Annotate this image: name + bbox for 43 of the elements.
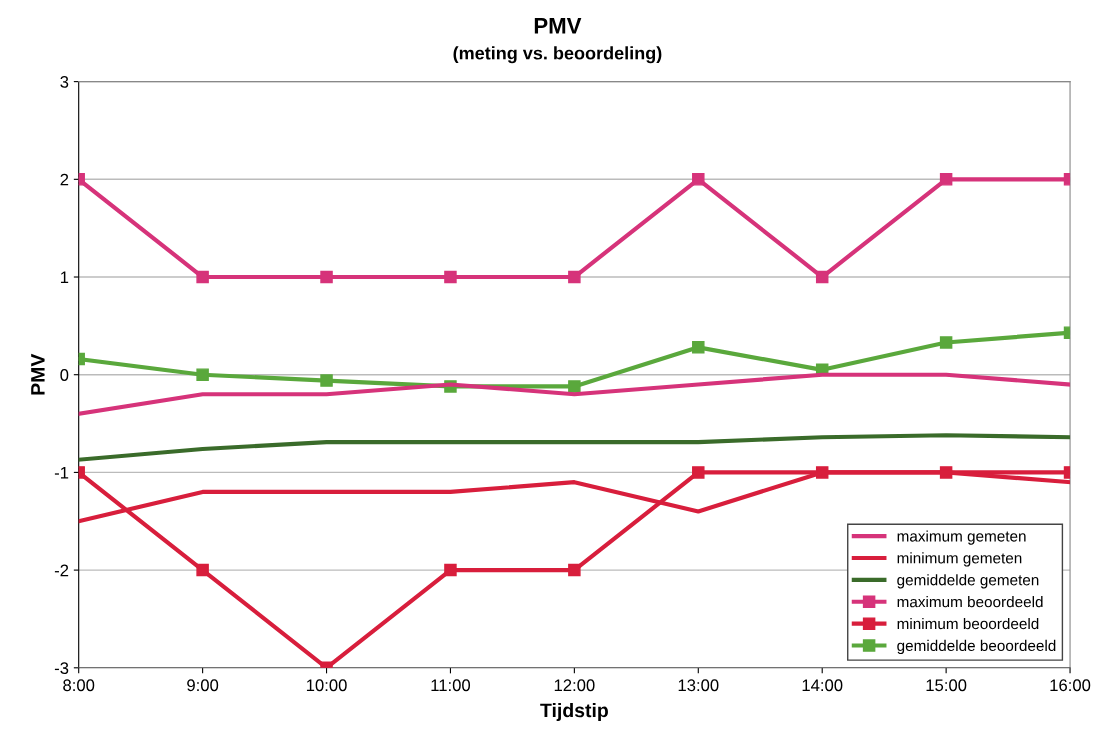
x-tick-label: 15:00 — [926, 679, 967, 692]
y-tick-label: 0 — [60, 369, 69, 381]
x-tick-label: 9:00 — [187, 679, 219, 692]
x-tick-label: 11:00 — [431, 679, 471, 692]
chart-subtitle: (meting vs. beoordeling) — [453, 46, 662, 64]
point — [568, 270, 581, 284]
x-tick-label: 8:00 — [63, 679, 95, 692]
y-axis-title: PMV — [31, 353, 45, 395]
x-axis-title: Tijdstip — [540, 702, 608, 722]
point — [692, 173, 705, 186]
point — [444, 563, 457, 577]
y-tick-label: -3 — [54, 662, 69, 674]
point — [568, 563, 581, 577]
point — [196, 270, 209, 284]
x-tick-label: 16:00 — [1050, 679, 1091, 692]
y-tick-label: -2 — [54, 564, 69, 577]
legend-label: gemiddelde beoordeeld — [897, 639, 1056, 655]
point — [939, 336, 953, 349]
line-series — [78, 433, 1071, 462]
y-tick-label: 1 — [60, 271, 69, 284]
chart-title: PMV — [534, 18, 582, 34]
point — [196, 563, 209, 577]
y-tick-label: 3 — [60, 76, 69, 88]
point — [320, 270, 333, 284]
legend-label: gemiddelde gemeten — [897, 574, 1039, 589]
point — [196, 368, 209, 381]
x-tick-label: 10:00 — [306, 679, 347, 692]
legend-label: minimum gemeten — [897, 552, 1022, 567]
point — [815, 270, 829, 284]
point — [939, 173, 953, 186]
x-tick-label: 13:00 — [678, 679, 719, 692]
x-tick-label: 12:00 — [554, 679, 595, 692]
legend-label: maximum gemeten — [897, 530, 1026, 545]
legend-label: minimum beoordeeld — [897, 617, 1039, 630]
legend-label: maximum beoordeeld — [897, 596, 1043, 608]
y-tick-label: -1 — [54, 466, 69, 479]
point — [692, 466, 705, 479]
point — [692, 341, 705, 354]
y-tick-label: 2 — [60, 173, 69, 186]
x-tick-label: 14:00 — [802, 679, 843, 692]
point — [568, 380, 581, 393]
point — [444, 270, 457, 284]
point — [320, 374, 333, 387]
